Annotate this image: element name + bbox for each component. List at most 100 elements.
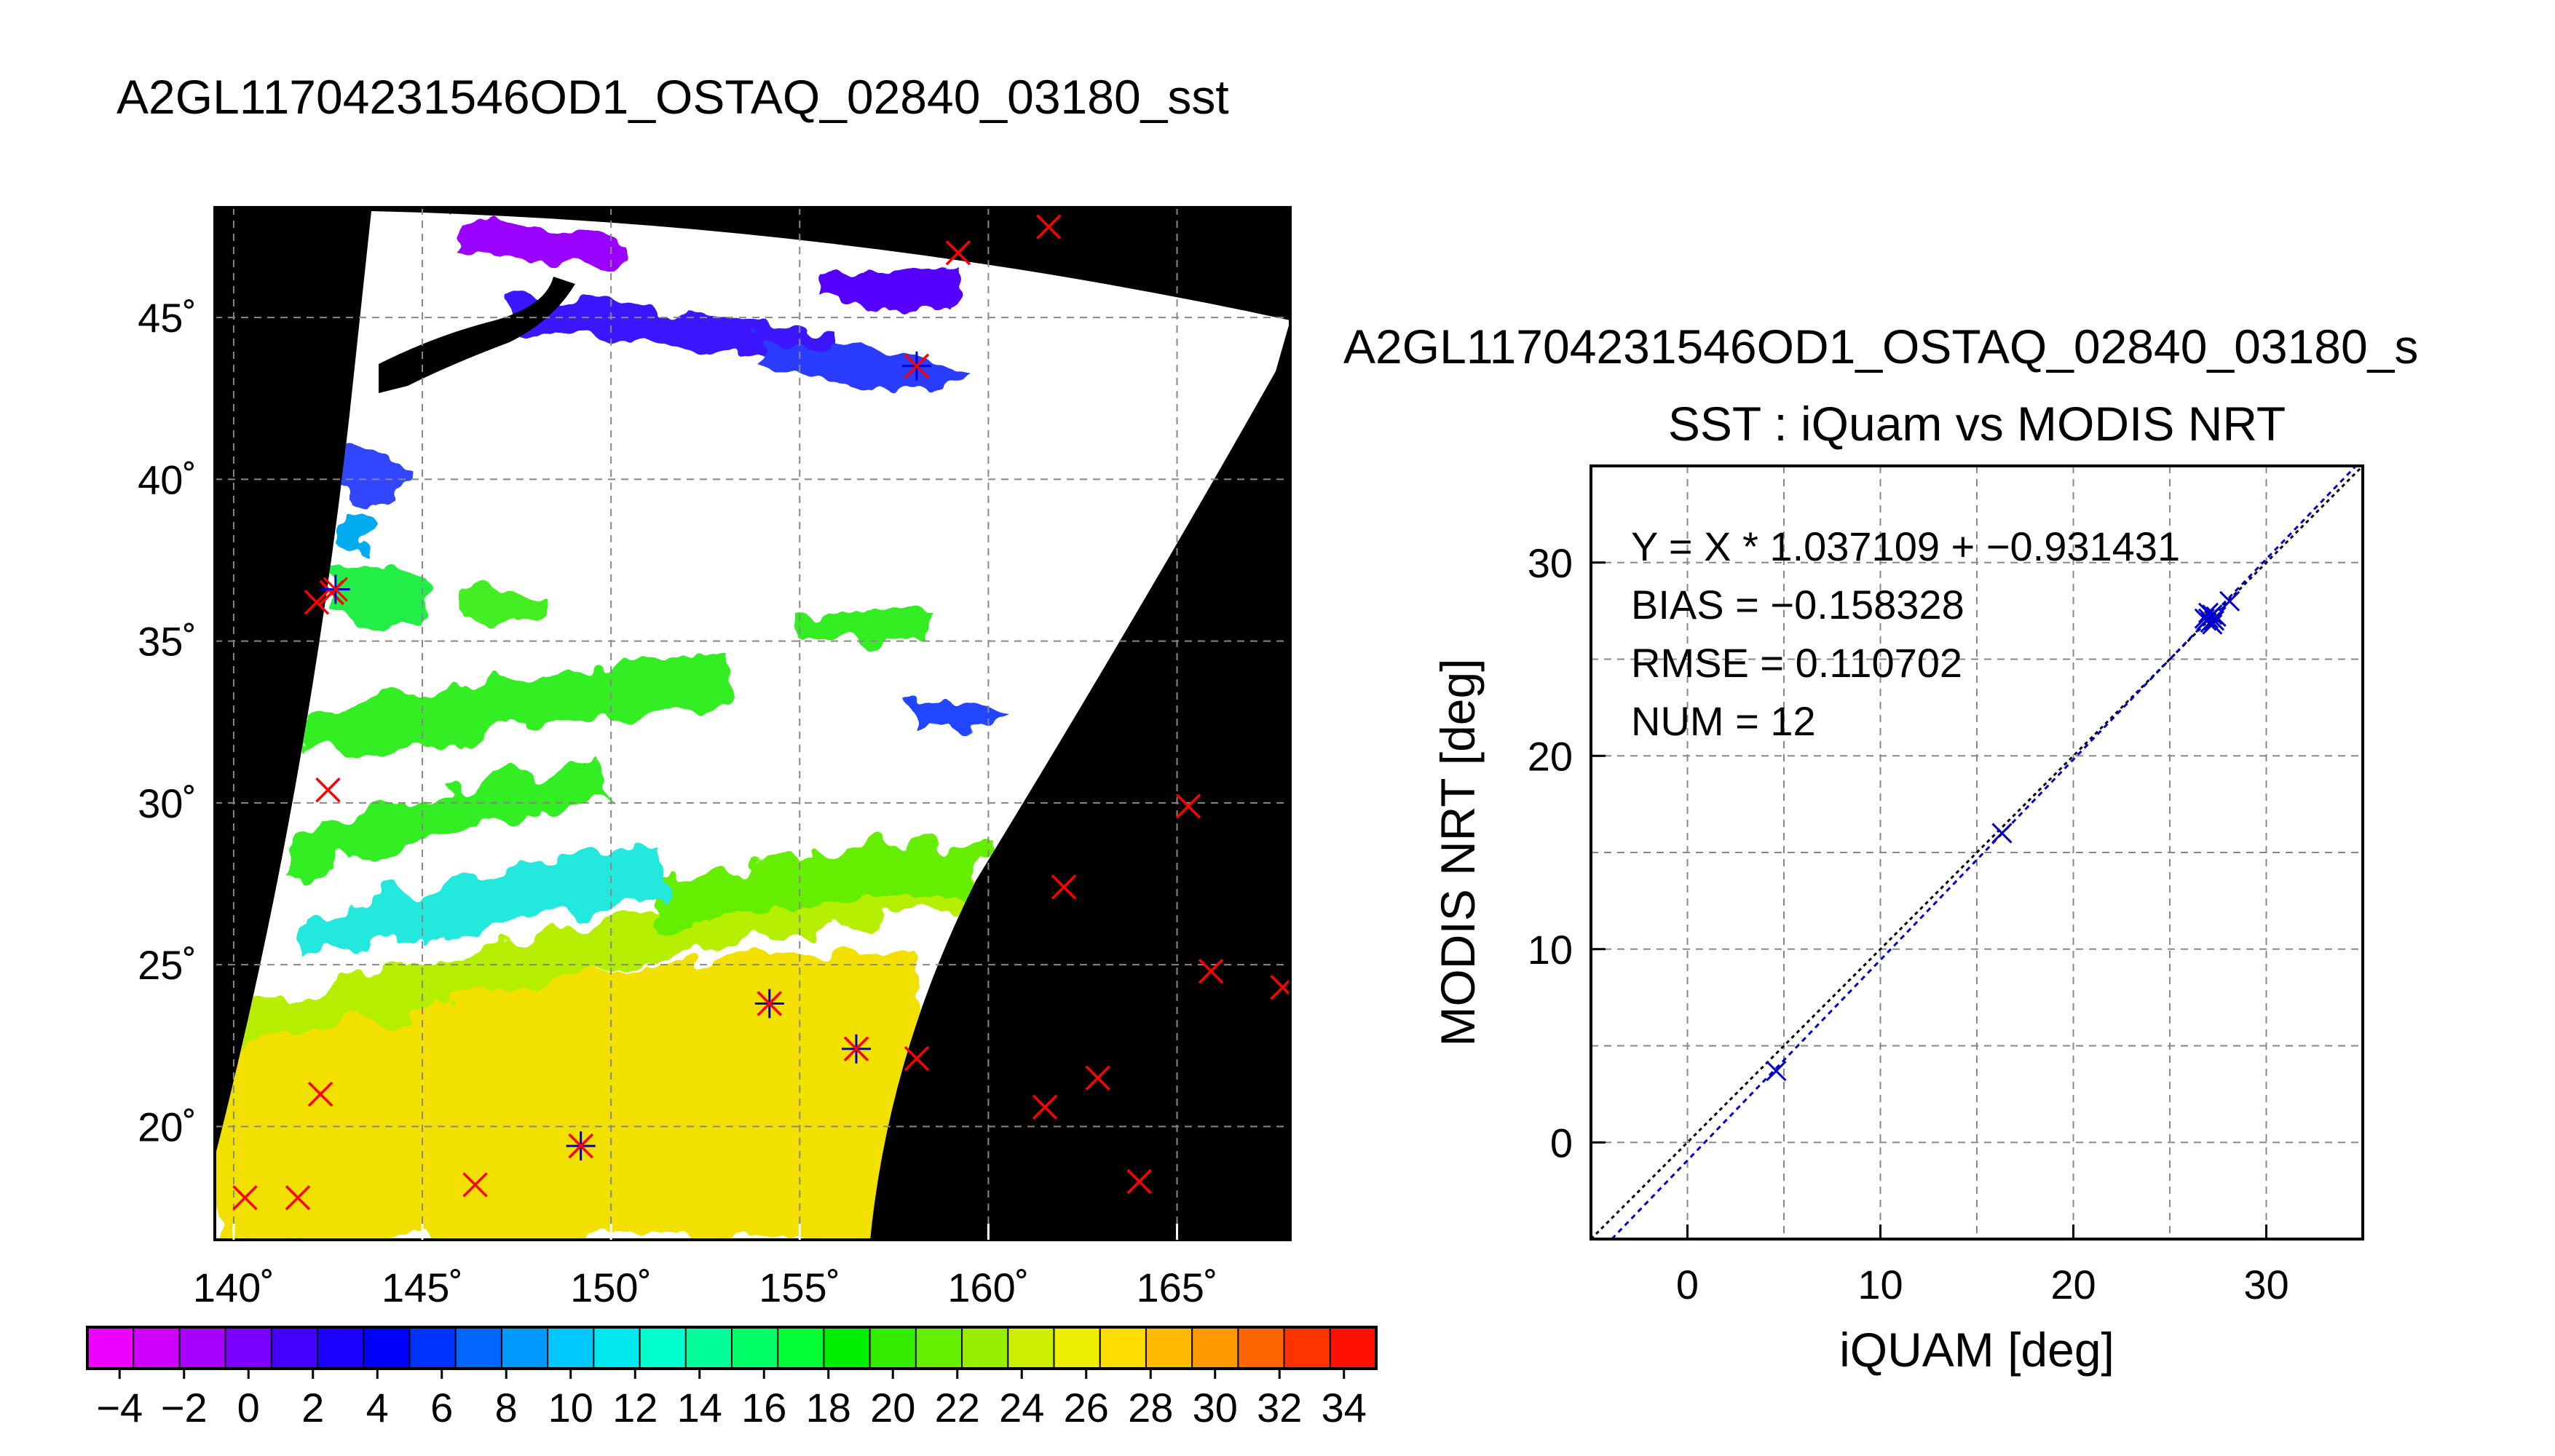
iquam-location-marker <box>307 1081 333 1107</box>
colorbar-segment <box>179 1327 226 1369</box>
colorbar-segment <box>133 1327 180 1369</box>
y-tick-label: 30 <box>1528 540 1573 586</box>
colorbar-segment <box>87 1327 134 1369</box>
colorbar-segment <box>363 1327 410 1369</box>
colorbar-segment <box>455 1327 502 1369</box>
colorbar-tick-label: 34 <box>1322 1385 1367 1431</box>
iquam-location-marker <box>1036 214 1062 240</box>
colorbar-segment <box>409 1327 457 1369</box>
map-frame <box>213 206 1292 1241</box>
iquam-location-marker <box>285 1184 311 1211</box>
sst-region-cyan <box>306 844 670 961</box>
colorbar-tick-label: 8 <box>495 1385 518 1431</box>
map-markers <box>232 214 1290 1211</box>
stats-bias: BIAS = −0.158328 <box>1631 582 1964 628</box>
sst-region-blue-se <box>910 703 1005 728</box>
map-lat-label: 25˚ <box>138 942 197 988</box>
colorbar-segment <box>1192 1327 1239 1369</box>
iquam-location-marker <box>945 240 971 266</box>
chart-suptitle: A2GL11704231546OD1_OSTAQ_02840_03180_s <box>1343 320 2419 373</box>
colorbar-tick-label: 30 <box>1193 1385 1238 1431</box>
colorbar-tick-label: −2 <box>161 1385 208 1431</box>
iquam-location-marker <box>1270 975 1290 1000</box>
map-lon-label: 140˚ <box>193 1265 275 1310</box>
sst-region-violet <box>451 215 619 269</box>
stats-fit: Y = X * 1.037109 + −0.931431 <box>1631 523 2180 569</box>
colorbar-segment <box>962 1327 1008 1369</box>
sst-region-blue-north <box>510 298 837 364</box>
iquam-location-marker <box>1032 1094 1058 1120</box>
matchup-marker <box>320 574 350 604</box>
map-lon-label: 145˚ <box>382 1265 463 1310</box>
colorbar-segment <box>1284 1327 1331 1369</box>
colorbar-segment <box>1145 1327 1193 1369</box>
map-lon-label: 150˚ <box>570 1265 652 1310</box>
scatter-points <box>1766 590 2240 1082</box>
colorbar-tick-label: 32 <box>1257 1385 1302 1431</box>
map-lon-label: 160˚ <box>947 1265 1029 1310</box>
x-tick-label: 30 <box>2243 1262 2289 1307</box>
page-title: A2GL11704231546OD1_OSTAQ_02840_03180_sst <box>117 70 1229 124</box>
colorbar-tick-label: 16 <box>741 1385 786 1431</box>
sst-region-sky <box>331 502 379 553</box>
map-lat-label: 45˚ <box>138 295 197 341</box>
longitude-labels: 140˚ 145˚ 150˚ 155˚ 160˚ 165˚ <box>193 1224 1218 1310</box>
iquam-location-marker <box>904 1045 930 1072</box>
x-tick-label: 10 <box>1857 1262 1903 1307</box>
colorbar-tick-label: 18 <box>806 1385 851 1431</box>
matchup-marker <box>842 1034 872 1064</box>
y-axis-label: MODIS NRT [deg] <box>1431 658 1485 1046</box>
coastline <box>379 277 575 393</box>
colorbar-segment <box>824 1327 871 1369</box>
latitude-labels: 20˚ 25˚ 30˚ 35˚ 40˚ 45˚ <box>138 295 197 1150</box>
sst-region-lime <box>215 866 990 1056</box>
colorbar-frame <box>86 1326 1378 1370</box>
colorbar-tick-label: 10 <box>548 1385 593 1431</box>
colorbar-segment <box>317 1327 364 1369</box>
colorbar-tick-label: 26 <box>1064 1385 1109 1431</box>
colorbar-segment <box>732 1327 778 1369</box>
colorbar-tick-label: 12 <box>612 1385 657 1431</box>
colorbar-segment <box>1054 1327 1101 1369</box>
iquam-location-marker <box>1175 794 1201 819</box>
colorbar-segment <box>639 1327 687 1369</box>
sst-region-green-south <box>655 843 998 932</box>
one-to-one-line <box>1590 464 2364 1241</box>
scatter-point <box>1766 1060 1787 1082</box>
sst-region-blue-west <box>342 449 408 505</box>
map-lat-label: 30˚ <box>138 780 197 826</box>
scatter-point <box>2219 590 2240 612</box>
colorbar-tick-label: 28 <box>1128 1385 1173 1431</box>
scatter-point <box>2197 602 2219 623</box>
x-tick-labels: 0 10 20 30 <box>1676 1224 2289 1307</box>
colorbar-segment <box>271 1327 318 1369</box>
scatter-point <box>1991 823 2013 844</box>
colorbar-segment <box>1008 1327 1054 1369</box>
colorbar-segment <box>593 1327 641 1369</box>
sst-region-green-1 <box>291 757 612 881</box>
iquam-location-marker <box>462 1172 488 1198</box>
map-lat-label: 20˚ <box>138 1104 197 1150</box>
sst-region-green-2 <box>306 655 735 757</box>
iquam-location-marker <box>1198 958 1224 984</box>
colorbar-tick-label: 14 <box>677 1385 722 1431</box>
colorbar-tick-label: 6 <box>430 1385 453 1431</box>
sst-region-blue-ne <box>823 264 961 309</box>
plot-frame <box>1590 464 2364 1241</box>
colorbar-tick-label: 20 <box>870 1385 915 1431</box>
map-lon-label: 155˚ <box>759 1265 840 1310</box>
stats-box: Y = X * 1.037109 + −0.931431 BIAS = −0.1… <box>1631 523 2180 744</box>
x-tick-label: 20 <box>2050 1262 2096 1307</box>
y-tick-label: 20 <box>1528 733 1573 779</box>
colorbar-segment <box>869 1327 917 1369</box>
chart-title: SST : iQuam vs MODIS NRT <box>1668 397 2286 451</box>
iquam-location-marker <box>1051 874 1077 900</box>
colorbar-segment <box>548 1327 594 1369</box>
colorbar-segment <box>915 1327 963 1369</box>
colorbar-segment <box>1099 1327 1147 1369</box>
colorbar-tick-label: 0 <box>237 1385 260 1431</box>
colorbar-segment <box>778 1327 824 1369</box>
iquam-location-marker <box>315 777 341 803</box>
x-axis-label: iQUAM [deg] <box>1839 1323 2114 1377</box>
map-lat-label: 40˚ <box>138 456 197 502</box>
